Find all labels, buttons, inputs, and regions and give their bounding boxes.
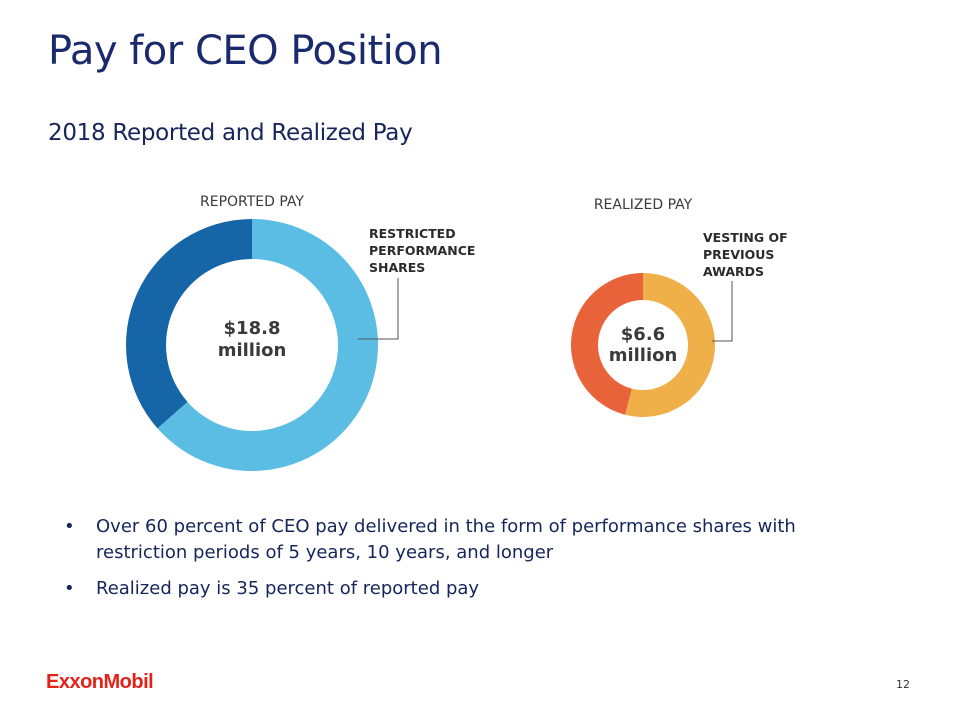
bullet-text: Over 60 percent of CEO pay delivered in … — [96, 516, 796, 563]
page-number: 12 — [896, 678, 910, 691]
reported-pay-unit: million — [218, 340, 287, 361]
page-title: Pay for CEO Position — [48, 28, 443, 74]
realized-slice-2 — [571, 273, 643, 415]
realized-slice-1 — [625, 273, 716, 418]
realized-callout-leader — [712, 281, 733, 342]
reported-callout-leader — [358, 278, 399, 340]
reported-slice-1 — [157, 219, 378, 471]
realized-pay-unit: million — [609, 345, 678, 366]
bullet-dot-icon: • — [64, 578, 75, 599]
bullet-item: • Over 60 percent of CEO pay delivered i… — [64, 514, 844, 566]
bullet-text: Realized pay is 35 percent of reported p… — [96, 578, 480, 599]
bullet-list: • Over 60 percent of CEO pay delivered i… — [64, 514, 844, 612]
exxonmobil-logo: ExxonMobil — [46, 671, 154, 693]
realized-pay-heading: REALIZED PAY — [594, 197, 693, 213]
realized-pay-donut — [571, 273, 716, 418]
reported-slice-2 — [126, 219, 252, 429]
realized-callout-line-1: VESTING OF — [703, 230, 788, 245]
realized-callout-line-3: AWARDS — [703, 264, 764, 279]
reported-callout-line-3: SHARES — [369, 260, 425, 275]
reported-pay-heading: REPORTED PAY — [200, 194, 304, 210]
reported-callout-line-1: RESTRICTED — [369, 226, 456, 241]
realized-pay-amount: $6.6 — [621, 324, 665, 345]
bullet-dot-icon: • — [64, 516, 75, 537]
bullet-item: • Realized pay is 35 percent of reported… — [64, 576, 844, 602]
reported-callout-line-2: PERFORMANCE — [369, 243, 475, 258]
reported-pay-chart: REPORTED PAY $18.8 million RESTRICTED PE… — [126, 194, 475, 471]
realized-callout-line-2: PREVIOUS — [703, 247, 774, 262]
reported-pay-amount: $18.8 — [224, 318, 281, 339]
reported-pay-donut — [126, 219, 378, 471]
realized-pay-chart: REALIZED PAY $6.6 million VESTING OF PRE… — [571, 197, 788, 418]
page-subtitle: 2018 Reported and Realized Pay — [48, 120, 413, 146]
